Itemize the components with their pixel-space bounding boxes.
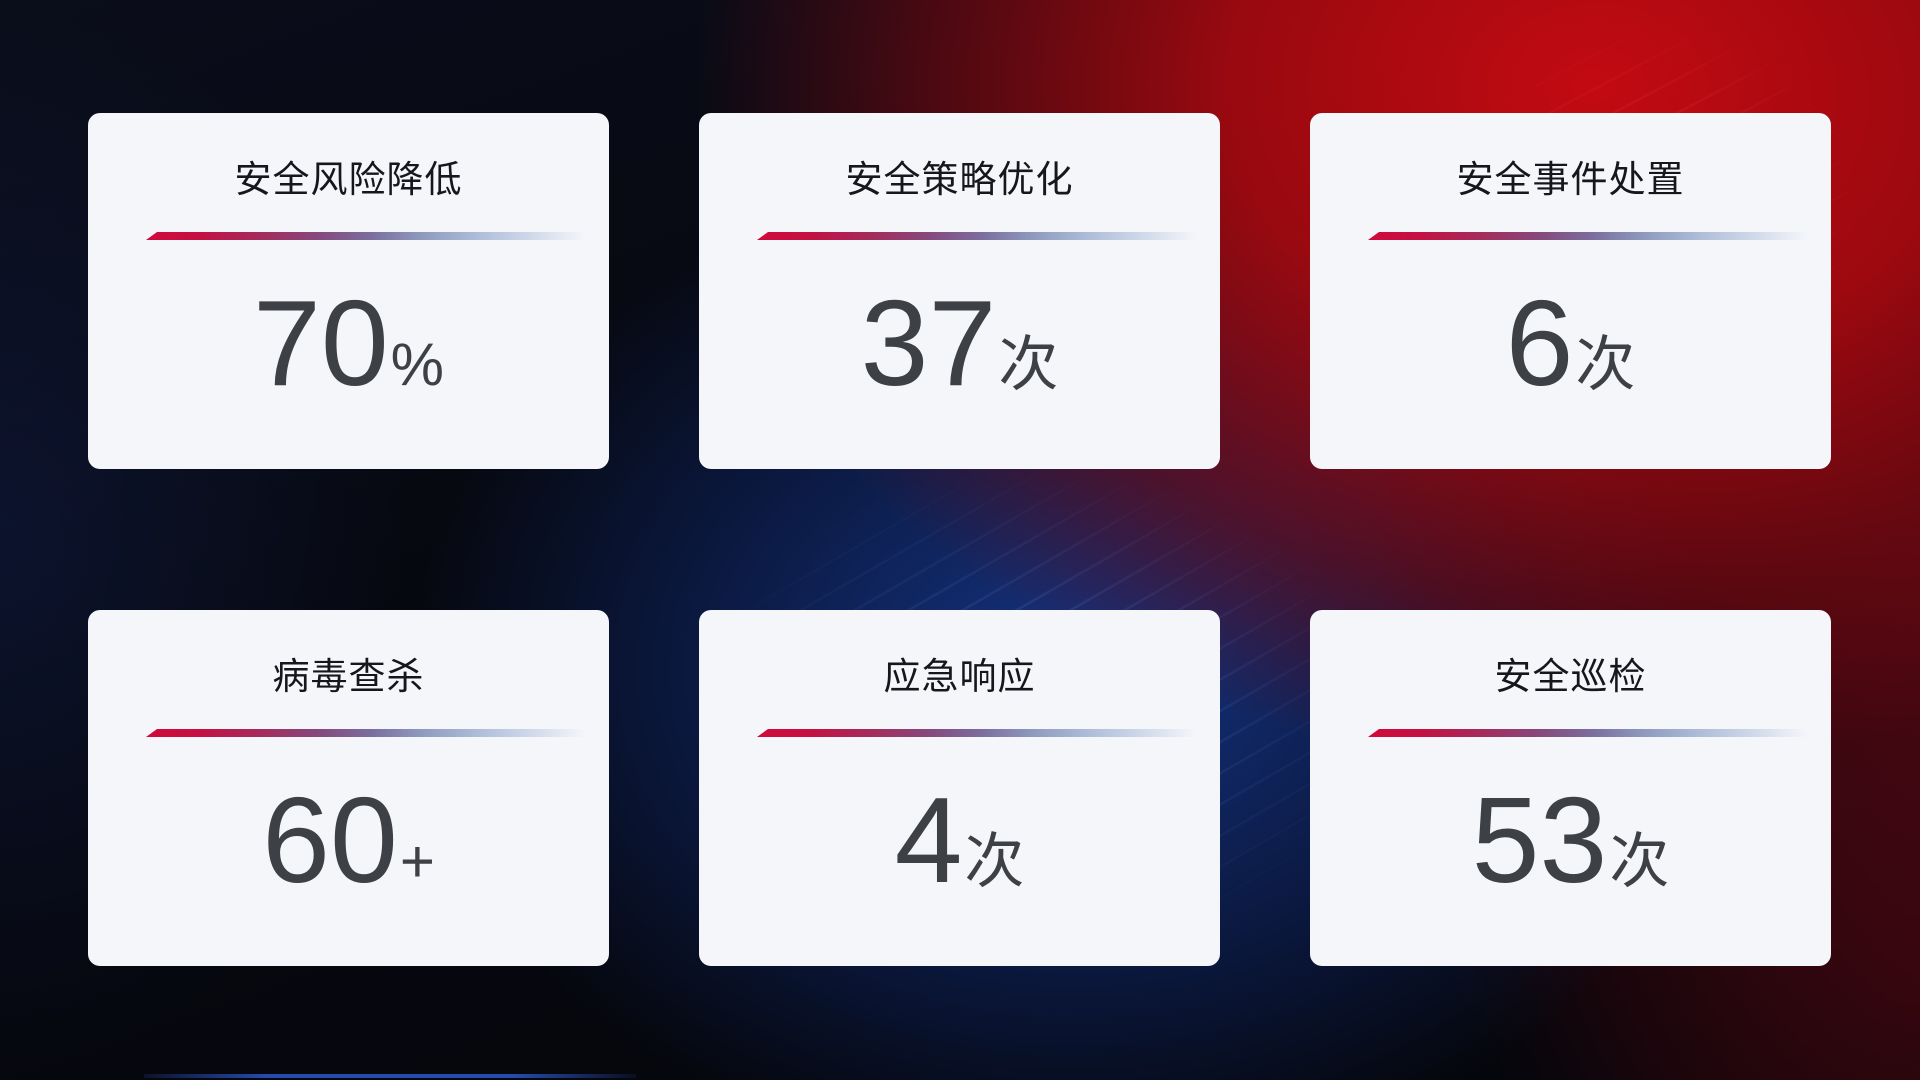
card-title: 安全风险降低 — [234, 159, 463, 200]
card-title: 病毒查杀 — [272, 656, 425, 697]
card-value-row: 70 % — [88, 282, 609, 404]
card-unit: + — [399, 828, 435, 895]
card-unit: 次 — [964, 828, 1025, 895]
card-title: 安全策略优化 — [845, 159, 1074, 200]
card-value-row: 37 次 — [699, 282, 1220, 404]
card-title: 安全巡检 — [1494, 656, 1647, 697]
stat-card-emergency-response: 应急响应 4 次 — [699, 610, 1220, 966]
card-value: 37 — [860, 275, 997, 411]
stat-card-virus-scan: 病毒查杀 60 + — [88, 610, 609, 966]
card-value: 53 — [1471, 772, 1608, 908]
card-value: 4 — [894, 772, 963, 908]
divider-line — [1368, 232, 1817, 240]
card-value-row: 53 次 — [1310, 779, 1831, 901]
card-value-row: 4 次 — [699, 779, 1220, 901]
card-title: 安全事件处置 — [1456, 159, 1685, 200]
divider-line — [757, 729, 1206, 737]
card-title: 应急响应 — [883, 656, 1036, 697]
divider-line — [146, 729, 595, 737]
stat-card-grid: 安全风险降低 70 % 安全策略优化 37 次 安全事件处置 6 次 病毒查 — [88, 113, 1831, 966]
card-unit: 次 — [1575, 331, 1636, 398]
card-unit: 次 — [1609, 828, 1670, 895]
stat-card-policy-optimization: 安全策略优化 37 次 — [699, 113, 1220, 469]
divider-line — [757, 232, 1206, 240]
bottom-accent-line — [144, 1074, 636, 1078]
card-unit: % — [390, 331, 445, 398]
stat-card-risk-reduction: 安全风险降低 70 % — [88, 113, 609, 469]
card-value-row: 60 + — [88, 779, 609, 901]
stat-card-security-inspection: 安全巡检 53 次 — [1310, 610, 1831, 966]
card-unit: 次 — [998, 331, 1059, 398]
card-value: 60 — [262, 772, 398, 908]
card-value: 6 — [1505, 275, 1574, 411]
divider-line — [1368, 729, 1817, 737]
card-value: 70 — [252, 275, 389, 411]
stat-card-incident-handling: 安全事件处置 6 次 — [1310, 113, 1831, 469]
card-value-row: 6 次 — [1310, 282, 1831, 404]
divider-line — [146, 232, 595, 240]
